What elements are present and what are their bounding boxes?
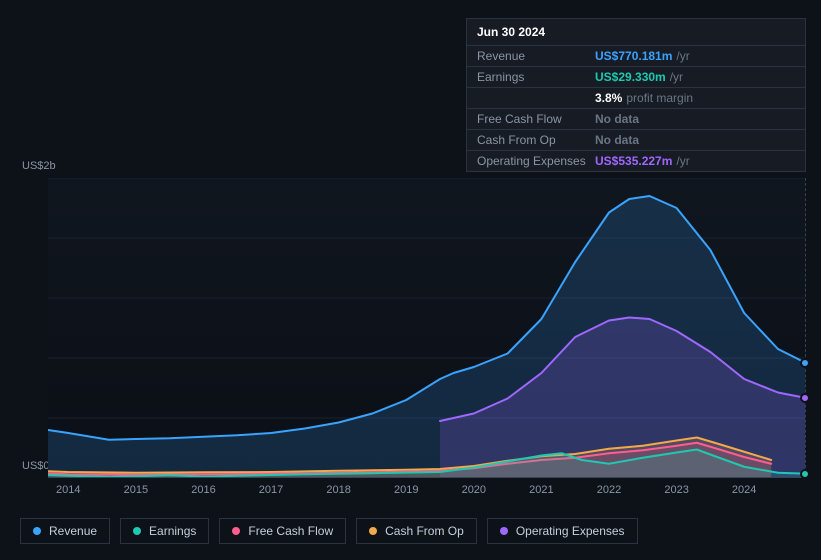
- legend-label: Free Cash Flow: [248, 524, 333, 538]
- legend-dot-icon: [369, 527, 377, 535]
- legend: Revenue Earnings Free Cash Flow Cash From O…: [20, 518, 638, 544]
- x-tick-label: 2024: [732, 484, 756, 496]
- tooltip-row-label: Free Cash Flow: [477, 112, 595, 126]
- legend-dot-icon: [500, 527, 508, 535]
- cursor-dot: [800, 469, 810, 479]
- legend-label: Operating Expenses: [516, 524, 625, 538]
- x-tick-label: 2021: [529, 484, 553, 496]
- tooltip-row: Free Cash FlowNo data: [467, 109, 805, 130]
- tooltip-row-value: No data: [595, 133, 795, 147]
- legend-dot-icon: [133, 527, 141, 535]
- tooltip-row: EarningsUS$29.330m/yr: [467, 67, 805, 88]
- x-tick-label: 2016: [191, 484, 215, 496]
- tooltip-row: RevenueUS$770.181m/yr: [467, 46, 805, 67]
- tooltip-row-value: US$535.227m/yr: [595, 154, 795, 168]
- legend-label: Earnings: [149, 524, 196, 538]
- legend-dot-icon: [33, 527, 41, 535]
- x-axis: 2014 2015 2016 2017 2018 2019 2020 2021 2022 2023…: [48, 484, 805, 502]
- tooltip-row-value: US$770.181m/yr: [595, 49, 795, 63]
- x-tick-label: 2015: [124, 484, 148, 496]
- tooltip-margin: 3.8%profit margin: [467, 88, 805, 109]
- chart-container: { "tooltip": { "date": "Jun 30 2024", "r…: [0, 0, 821, 560]
- x-tick-label: 2017: [259, 484, 283, 496]
- legend-label: Revenue: [49, 524, 97, 538]
- x-tick-label: 2019: [394, 484, 418, 496]
- legend-item[interactable]: Operating Expenses: [487, 518, 638, 544]
- cursor-dot: [800, 393, 810, 403]
- legend-label: Cash From Op: [385, 524, 464, 538]
- chart-plot[interactable]: [48, 178, 805, 478]
- legend-item[interactable]: Revenue: [20, 518, 110, 544]
- legend-item[interactable]: Earnings: [120, 518, 209, 544]
- x-tick-label: 2014: [56, 484, 80, 496]
- chart-tooltip: Jun 30 2024 RevenueUS$770.181m/yrEarning…: [466, 18, 806, 172]
- tooltip-row-label: Revenue: [477, 49, 595, 63]
- x-tick-label: 2020: [462, 484, 486, 496]
- x-tick-label: 2018: [326, 484, 350, 496]
- x-tick-label: 2023: [664, 484, 688, 496]
- cursor-line: [805, 178, 806, 478]
- tooltip-row: Cash From OpNo data: [467, 130, 805, 151]
- tooltip-row-value: No data: [595, 112, 795, 126]
- tooltip-row-label: Earnings: [477, 70, 595, 84]
- legend-item[interactable]: Cash From Op: [356, 518, 477, 544]
- tooltip-date: Jun 30 2024: [467, 19, 805, 46]
- tooltip-row-value: US$29.330m/yr: [595, 70, 795, 84]
- legend-item[interactable]: Free Cash Flow: [219, 518, 346, 544]
- tooltip-row: Operating ExpensesUS$535.227m/yr: [467, 151, 805, 171]
- tooltip-row-label: Cash From Op: [477, 133, 595, 147]
- tooltip-row-label: Operating Expenses: [477, 154, 595, 168]
- legend-dot-icon: [232, 527, 240, 535]
- y-tick-label: US$0: [22, 460, 50, 472]
- cursor-dot: [800, 358, 810, 368]
- y-tick-label: US$2b: [22, 160, 56, 172]
- x-tick-label: 2022: [597, 484, 621, 496]
